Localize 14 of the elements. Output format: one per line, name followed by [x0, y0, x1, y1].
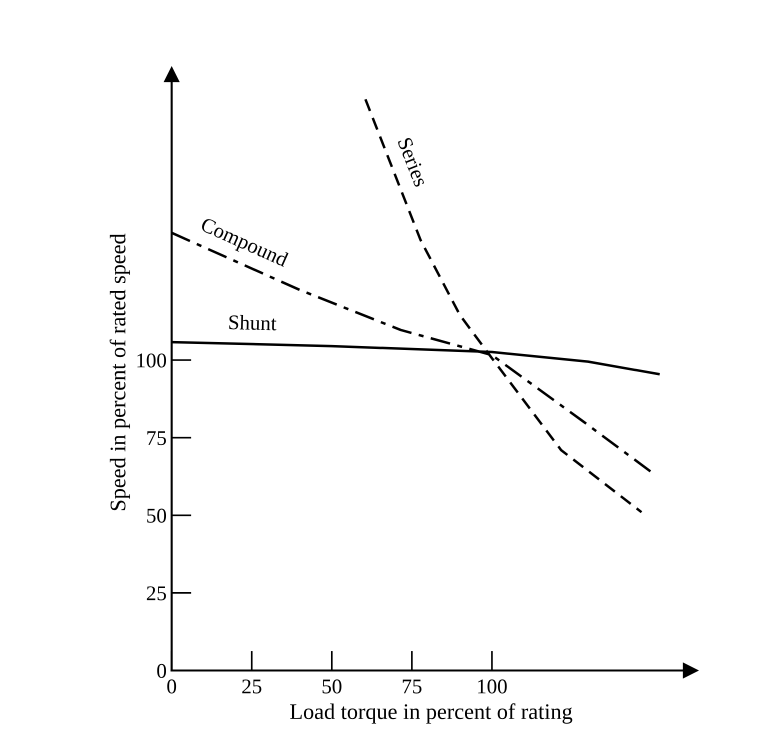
x-tick-label: 100	[478, 679, 507, 694]
x-axis-title: Load torque in percent of rating	[290, 703, 572, 724]
y-tick-label: 75	[147, 431, 166, 446]
x-tick-label: 25	[242, 679, 262, 694]
x-tick-label: 50	[322, 679, 342, 694]
y-axis-title: Speed in percent of rated speed	[110, 234, 130, 510]
text: Series	[397, 136, 428, 188]
series-label: Shunt	[229, 314, 277, 330]
x-tick-label: 75	[402, 680, 422, 694]
y-tick-label: 25	[146, 586, 166, 600]
y-tick-label: 50	[147, 508, 166, 523]
y-tick-label: 0	[157, 664, 166, 678]
x-tick-label: 0	[167, 679, 176, 694]
y-tick-label: 100	[137, 353, 166, 368]
